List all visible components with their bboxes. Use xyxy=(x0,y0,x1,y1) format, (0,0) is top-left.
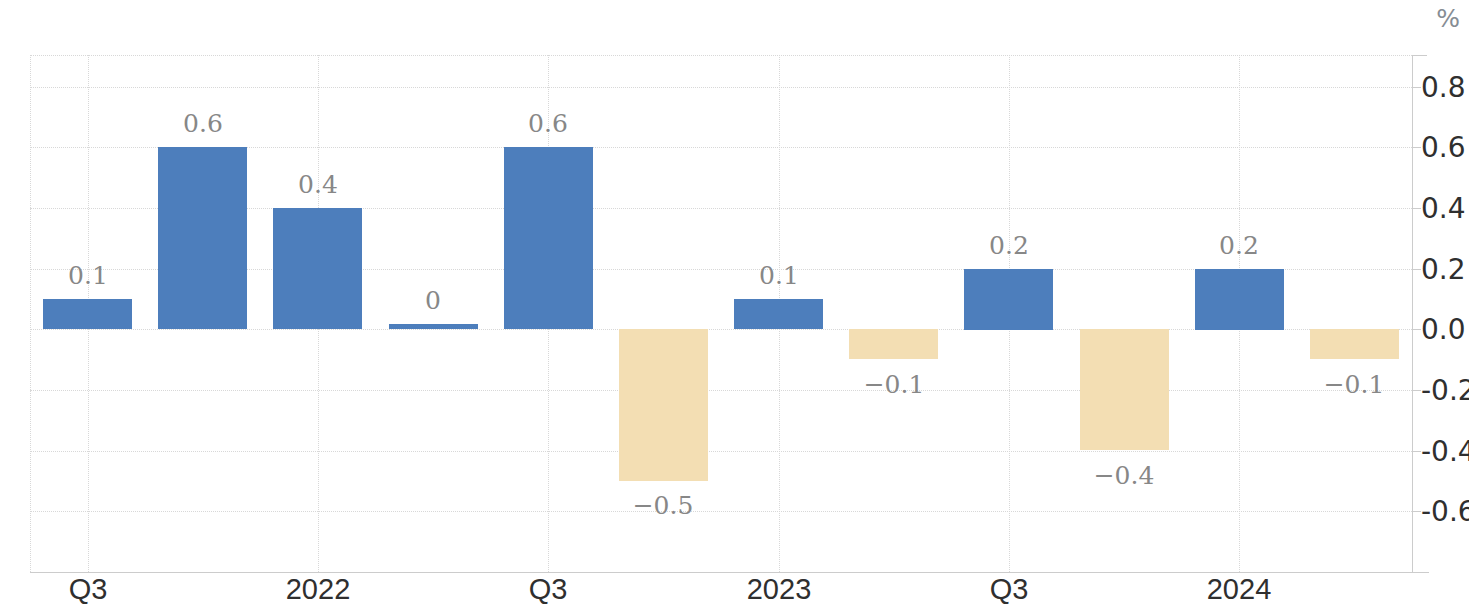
y-axis-label: 0.4 xyxy=(1421,192,1466,225)
gridline-horizontal xyxy=(30,87,1412,88)
gridline-horizontal xyxy=(30,511,1412,512)
bar-value-label: 0.2 xyxy=(989,231,1029,260)
x-axis-label: Q3 xyxy=(990,573,1029,606)
x-axis-label: 2024 xyxy=(1207,573,1272,606)
bar-value-label: 0.4 xyxy=(298,170,338,199)
bar-chart: % 0.8 0.6 0.4 0.2 0.0 -0.2 -0.4 -0.6 Q3 2022 Q3 202… xyxy=(0,0,1469,615)
y-axis-label: -0.6 xyxy=(1421,495,1469,528)
bar-positive[interactable] xyxy=(389,324,478,329)
gridline-horizontal xyxy=(30,390,1412,391)
bar-value-label: 0.2 xyxy=(1219,231,1259,260)
y-axis-label: 0.0 xyxy=(1421,313,1466,346)
bar-positive[interactable] xyxy=(273,208,362,329)
x-axis-label: Q3 xyxy=(69,573,108,606)
bar-value-label: −0.5 xyxy=(633,491,694,520)
y-axis-line xyxy=(1412,55,1413,572)
bar-value-label: −0.1 xyxy=(864,370,925,399)
x-axis-label: 2022 xyxy=(286,573,351,606)
bar-positive[interactable] xyxy=(1195,269,1284,330)
y-axis-label: -0.2 xyxy=(1421,374,1469,407)
y-axis-tick xyxy=(1412,147,1421,148)
plot-top-border xyxy=(30,55,1412,56)
y-axis-tick xyxy=(1412,390,1421,391)
y-axis-tick xyxy=(1412,55,1427,56)
y-axis-tick xyxy=(1412,269,1421,270)
bar-value-label: 0.1 xyxy=(759,261,799,290)
bar-positive[interactable] xyxy=(964,269,1053,330)
y-axis-tick xyxy=(1412,511,1421,512)
bar-value-label: −0.1 xyxy=(1324,370,1385,399)
gridline-horizontal xyxy=(30,451,1412,452)
plot-left-border xyxy=(30,55,31,572)
bar-value-label: 0.1 xyxy=(68,261,108,290)
x-axis-label: 2023 xyxy=(747,573,812,606)
y-axis-tick xyxy=(1412,329,1421,330)
y-axis-unit-label: % xyxy=(1436,4,1460,33)
y-axis-label: 0.8 xyxy=(1421,71,1466,104)
y-axis-tick xyxy=(1412,208,1421,209)
bar-value-label: 0.6 xyxy=(183,109,223,138)
y-axis-tick xyxy=(1412,451,1421,452)
bar-negative[interactable] xyxy=(849,329,938,359)
y-axis-label: 0.2 xyxy=(1421,253,1466,286)
bar-positive[interactable] xyxy=(734,299,823,329)
bar-value-label: 0 xyxy=(425,286,441,315)
y-axis-tick xyxy=(1412,87,1421,88)
bar-negative[interactable] xyxy=(1310,329,1399,359)
y-axis-label: 0.6 xyxy=(1421,131,1466,164)
bar-positive[interactable] xyxy=(158,147,247,329)
bar-value-label: 0.6 xyxy=(528,109,568,138)
x-axis-label: Q3 xyxy=(529,573,568,606)
bar-negative[interactable] xyxy=(1080,329,1169,450)
y-axis-label: -0.4 xyxy=(1421,435,1469,468)
bar-positive[interactable] xyxy=(504,147,593,329)
bar-negative[interactable] xyxy=(619,329,708,481)
bar-value-label: −0.4 xyxy=(1094,461,1155,490)
bar-positive[interactable] xyxy=(43,299,132,329)
